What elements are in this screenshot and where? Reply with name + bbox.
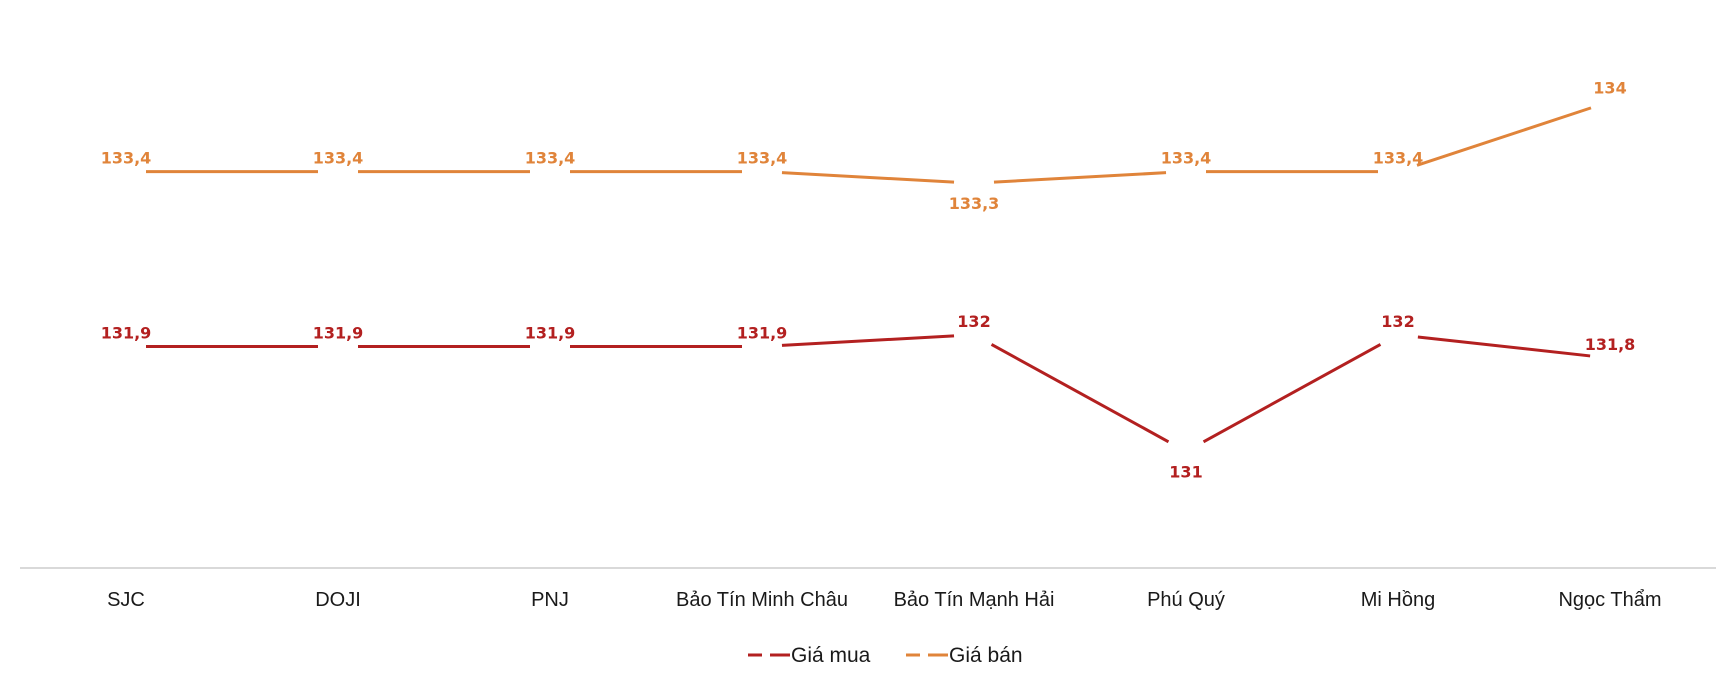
data-label: 131	[1169, 462, 1202, 481]
x-tick-label: Bảo Tín Mạnh Hải	[894, 589, 1055, 611]
x-tick-label: DOJI	[315, 589, 361, 611]
legend-label: Giá bán	[949, 644, 1023, 667]
data-label: 131,8	[1585, 335, 1636, 354]
data-label: 131,9	[525, 323, 576, 342]
series-segment	[781, 171, 955, 184]
x-tick-label: PNJ	[531, 589, 569, 611]
legend-item: Giá mua	[748, 644, 871, 667]
x-tick-label: Mi Hồng	[1361, 589, 1435, 611]
series-segment	[1202, 343, 1382, 444]
data-label: 133,3	[949, 194, 1000, 213]
data-label: 131,9	[101, 323, 152, 342]
legend-label: Giá mua	[791, 644, 871, 667]
series-segment	[993, 171, 1167, 184]
series-segment	[990, 343, 1170, 444]
x-tick-label: Ngọc Thẩm	[1558, 589, 1661, 611]
data-label: 133,4	[737, 149, 788, 168]
x-tick-label: Phú Quý	[1147, 589, 1225, 611]
data-label: 133,4	[1373, 149, 1424, 168]
series-segment	[781, 334, 955, 347]
series-layer	[146, 106, 1592, 444]
category-label-layer: SJC DOJI PNJ Bảo Tín Minh Châu Bảo Tín Mạnh …	[107, 589, 1661, 611]
series-segment	[1416, 106, 1592, 167]
series-gia-mua	[146, 334, 1591, 444]
data-label: 133,4	[1161, 149, 1212, 168]
data-label: 133,4	[101, 149, 152, 168]
data-label: 131,9	[737, 323, 788, 342]
series-gia-ban	[146, 106, 1592, 184]
x-tick-label: SJC	[107, 589, 145, 611]
data-label: 132	[957, 312, 990, 331]
data-label: 134	[1593, 79, 1626, 98]
data-label: 133,4	[525, 149, 576, 168]
data-label: 133,4	[313, 149, 364, 168]
data-label: 131,9	[313, 323, 364, 342]
data-label: 132	[1381, 312, 1414, 331]
data-label-layer: 131,9 131,9 131,9 131,9 132 131 132 131,8 133,4 1…	[101, 79, 1636, 482]
legend: Giá mua Giá bán	[748, 644, 1023, 667]
legend-item: Giá bán	[906, 644, 1023, 667]
series-segment	[1417, 335, 1591, 358]
x-tick-label: Bảo Tín Minh Châu	[676, 589, 848, 611]
